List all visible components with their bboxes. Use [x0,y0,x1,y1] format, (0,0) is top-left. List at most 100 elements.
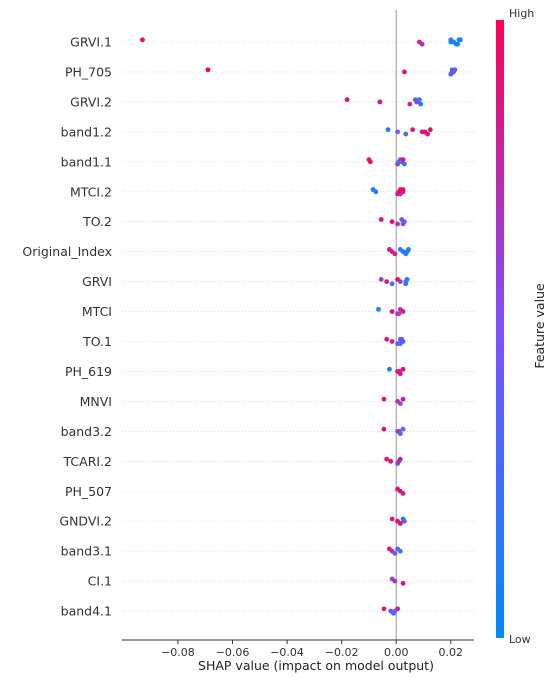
shap-point [414,99,420,105]
feature-label: CI.1 [88,574,112,589]
feature-label: MTCI [82,304,112,319]
shap-point [396,458,402,464]
shap-point [427,127,433,133]
x-tick-label: 0.00 [384,646,409,659]
shap-point [402,518,407,524]
shap-point [404,249,410,255]
shap-point [140,37,145,43]
shap-point [392,550,398,556]
shap-point [451,39,456,45]
shap-point [400,580,406,586]
shap-point [381,606,387,612]
shap-point [397,521,403,526]
shap-point [367,159,373,165]
feature-label: TO.1 [82,334,112,349]
feature-label: PH_705 [65,64,112,79]
feature-label: band1.2 [61,124,112,139]
shap-point [419,129,425,135]
shap-point [376,306,381,312]
feature-label: GRVI [82,274,112,289]
x-tick-label: −0.08 [161,646,195,659]
x-tick-label: −0.02 [325,646,359,659]
shap-point [397,548,403,554]
colorbar-gradient [496,20,504,638]
shap-point [387,366,392,372]
feature-label: GRVI.2 [70,94,112,109]
shap-point [403,131,409,137]
shap-point [397,341,403,347]
feature-label: MNVI [80,394,112,409]
shap-point [392,251,398,257]
shap-point [402,69,407,75]
feature-label: MTCI.2 [70,184,112,199]
shap-point [395,129,400,135]
shap-point [418,101,424,107]
shap-point [455,41,461,47]
feature-label: band3.1 [61,544,112,559]
feature-label: GNDVI.2 [59,514,112,529]
shap-point [377,99,383,105]
feature-label: GRVI.1 [70,35,112,50]
shap-point [402,161,407,167]
shap-point [392,608,398,614]
feature-label: PH_507 [65,484,112,499]
x-tick-label: 0.02 [439,646,464,659]
shap-point [397,369,402,374]
colorbar-high-label: High [509,7,534,20]
shap-point [373,189,379,195]
shap-point [381,396,387,402]
colorbar-low-label: Low [509,633,531,646]
feature-label: band3.2 [61,424,112,439]
shap-point [389,339,395,344]
shap-point [400,366,406,372]
feature-label: PH_619 [65,364,112,379]
shap-point [397,401,403,406]
colorbar: High Low Feature value [496,7,547,646]
shap-point [389,516,395,522]
shap-point [389,281,395,287]
shap-point [384,336,390,342]
colorbar-title: Feature value [532,283,547,369]
shap-point [399,336,405,342]
shap-point [344,97,350,103]
shap-point [449,69,455,75]
shap-point [400,221,406,227]
shap-point [395,221,400,227]
x-axis: −0.08 −0.06 −0.04 −0.02 0.00 0.02 [122,639,474,659]
feature-label: TO.2 [82,214,112,229]
shap-point [384,456,390,462]
shap-point [389,219,395,225]
shap-point [425,131,431,137]
shap-point [396,159,402,165]
shap-point [388,458,394,464]
shap-point [403,279,409,284]
shap-points [140,37,463,616]
shap-point [419,41,425,47]
x-tick-label: −0.04 [270,646,304,659]
feature-label: Original_Index [22,244,112,259]
feature-label: band1.1 [61,154,112,169]
feature-label: TCARI.2 [63,454,112,469]
shap-point [397,279,403,284]
shap-point [400,187,406,192]
shap-point [378,217,384,222]
shap-point [205,67,211,73]
shap-point [381,426,387,432]
shap-point [385,127,391,133]
shap-point [396,311,402,317]
shap-point [400,426,406,432]
shap-point [378,277,384,282]
shap-point [397,431,403,436]
shap-point [389,309,395,314]
shap-point [400,491,406,496]
shap-point [400,309,406,314]
shap-point [392,578,398,584]
shap-point [400,157,406,163]
feature-rows: GRVI.1 PH_705 GRVI.2 band1.2 band1.1 MTCI.2 TO… [22,35,474,619]
x-axis-title: SHAP value (impact on model output) [198,658,434,673]
x-tick-label: −0.06 [216,646,250,659]
feature-label: band4.1 [61,604,112,619]
shap-point [396,189,402,195]
shap-point [407,101,413,107]
